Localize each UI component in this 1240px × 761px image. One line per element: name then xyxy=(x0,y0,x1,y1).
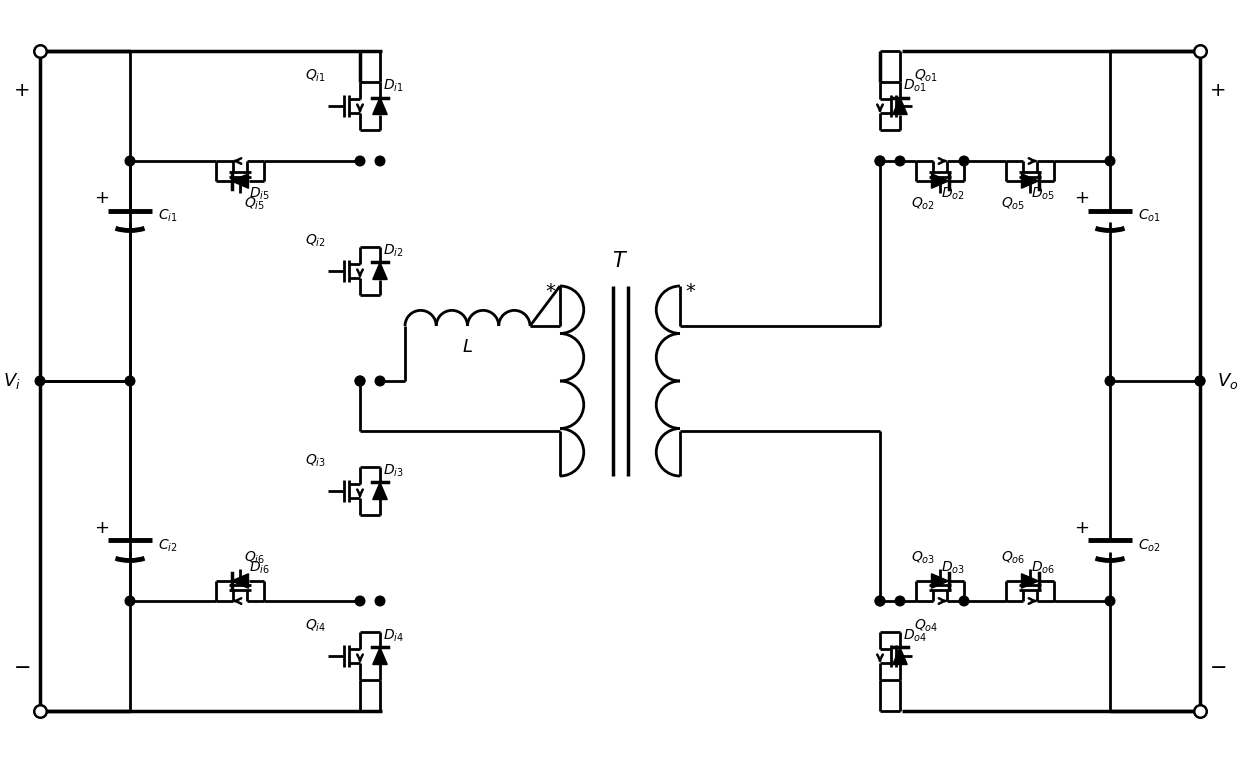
Text: $Q_{i1}$: $Q_{i1}$ xyxy=(305,68,326,84)
Text: +: + xyxy=(1075,519,1090,537)
Circle shape xyxy=(376,596,384,606)
Polygon shape xyxy=(1022,574,1039,588)
Text: +: + xyxy=(1075,189,1090,207)
Circle shape xyxy=(1105,156,1115,166)
Circle shape xyxy=(895,156,905,166)
Text: $Q_{i6}$: $Q_{i6}$ xyxy=(244,549,265,566)
Circle shape xyxy=(125,156,135,166)
Circle shape xyxy=(376,156,384,166)
Circle shape xyxy=(875,156,885,166)
Text: $D_{i1}$: $D_{i1}$ xyxy=(383,78,404,94)
Circle shape xyxy=(1105,376,1115,386)
Text: $C_{o2}$: $C_{o2}$ xyxy=(1138,538,1161,554)
Polygon shape xyxy=(1022,174,1039,188)
Text: $L$: $L$ xyxy=(463,338,472,356)
Text: +: + xyxy=(94,519,109,537)
Text: $Q_{i4}$: $Q_{i4}$ xyxy=(305,618,326,634)
Text: $C_{o1}$: $C_{o1}$ xyxy=(1138,208,1161,224)
Text: $D_{i4}$: $D_{i4}$ xyxy=(383,628,404,644)
Text: $Q_{o5}$: $Q_{o5}$ xyxy=(1001,196,1025,212)
Text: $-$: $-$ xyxy=(1209,656,1226,676)
Text: $D_{i5}$: $D_{i5}$ xyxy=(249,186,270,202)
Text: +: + xyxy=(94,189,109,207)
Circle shape xyxy=(376,376,384,386)
Polygon shape xyxy=(931,174,949,188)
Text: $Q_{o3}$: $Q_{o3}$ xyxy=(910,549,935,566)
Text: $V_o$: $V_o$ xyxy=(1218,371,1239,391)
Polygon shape xyxy=(232,574,248,588)
Text: $C_{i2}$: $C_{i2}$ xyxy=(157,538,177,554)
Text: $V_i$: $V_i$ xyxy=(4,371,21,391)
Circle shape xyxy=(125,376,135,386)
Text: *: * xyxy=(546,282,556,301)
Text: $Q_{o1}$: $Q_{o1}$ xyxy=(914,68,939,84)
Circle shape xyxy=(35,376,45,386)
Text: $Q_{i3}$: $Q_{i3}$ xyxy=(305,453,326,469)
Text: $D_{o5}$: $D_{o5}$ xyxy=(1030,186,1055,202)
Text: $D_{o2}$: $D_{o2}$ xyxy=(941,186,965,202)
Text: $Q_{o2}$: $Q_{o2}$ xyxy=(911,196,935,212)
Polygon shape xyxy=(373,482,387,499)
Text: $Q_{i2}$: $Q_{i2}$ xyxy=(305,233,326,249)
Circle shape xyxy=(1195,376,1205,386)
Circle shape xyxy=(875,156,885,166)
Circle shape xyxy=(1195,46,1205,56)
Circle shape xyxy=(960,156,968,166)
Polygon shape xyxy=(373,263,387,279)
Circle shape xyxy=(895,596,905,606)
Polygon shape xyxy=(373,97,387,114)
Text: $D_{o3}$: $D_{o3}$ xyxy=(941,559,965,576)
Text: $D_{o6}$: $D_{o6}$ xyxy=(1030,559,1055,576)
Text: $Q_{i5}$: $Q_{i5}$ xyxy=(244,196,265,212)
Text: $D_{o4}$: $D_{o4}$ xyxy=(903,628,928,644)
Circle shape xyxy=(875,596,885,606)
Circle shape xyxy=(35,46,45,56)
Polygon shape xyxy=(232,174,248,188)
Polygon shape xyxy=(373,648,387,664)
Text: $D_{i6}$: $D_{i6}$ xyxy=(249,559,270,576)
Circle shape xyxy=(960,596,968,606)
Text: +: + xyxy=(1210,81,1226,100)
Circle shape xyxy=(125,596,135,606)
Circle shape xyxy=(355,376,365,386)
Text: $Q_{o4}$: $Q_{o4}$ xyxy=(914,618,939,634)
Circle shape xyxy=(355,376,365,386)
Text: $D_{i3}$: $D_{i3}$ xyxy=(383,463,404,479)
Text: $D_{i2}$: $D_{i2}$ xyxy=(383,243,403,259)
Circle shape xyxy=(355,596,365,606)
Circle shape xyxy=(355,156,365,166)
Polygon shape xyxy=(893,648,908,664)
Circle shape xyxy=(1195,706,1205,716)
Text: $Q_{o6}$: $Q_{o6}$ xyxy=(1001,549,1025,566)
Text: +: + xyxy=(14,81,30,100)
Polygon shape xyxy=(931,574,949,588)
Circle shape xyxy=(1105,596,1115,606)
Text: $D_{o1}$: $D_{o1}$ xyxy=(903,78,926,94)
Circle shape xyxy=(1195,376,1205,386)
Text: *: * xyxy=(684,282,694,301)
Text: $-$: $-$ xyxy=(14,656,31,676)
Text: $C_{i1}$: $C_{i1}$ xyxy=(157,208,177,224)
Text: $T$: $T$ xyxy=(613,251,627,271)
Polygon shape xyxy=(893,97,908,114)
Circle shape xyxy=(875,596,885,606)
